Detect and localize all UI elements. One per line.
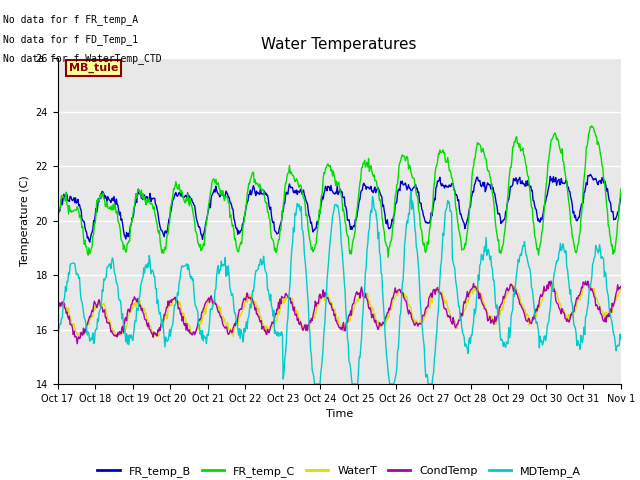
- FR_temp_B: [54, 219, 61, 225]
- FR_temp_C: [408, 175, 416, 181]
- FR_temp_C: [209, 177, 216, 183]
- FR_temp_C: [64, 203, 72, 208]
- FR_temp_B: [86, 239, 93, 245]
- MDTemp_A: [617, 336, 625, 342]
- CondTemp: [54, 306, 61, 312]
- WaterT: [210, 299, 218, 305]
- Line: FR_temp_C: FR_temp_C: [58, 126, 621, 257]
- FR_temp_C: [588, 123, 596, 129]
- CondTemp: [180, 321, 188, 326]
- MDTemp_A: [410, 202, 417, 208]
- MDTemp_A: [122, 339, 129, 345]
- WaterT: [64, 309, 72, 315]
- MDTemp_A: [209, 302, 216, 308]
- X-axis label: Time: Time: [326, 409, 353, 419]
- MDTemp_A: [179, 264, 187, 270]
- FR_temp_B: [64, 197, 72, 203]
- WaterT: [617, 284, 625, 289]
- FR_temp_B: [123, 229, 131, 235]
- WaterT: [123, 324, 131, 329]
- CondTemp: [74, 341, 81, 347]
- Text: No data for f WaterTemp_CTD: No data for f WaterTemp_CTD: [3, 53, 162, 64]
- FR_temp_B: [617, 194, 625, 200]
- Line: CondTemp: CondTemp: [58, 281, 621, 344]
- FR_temp_B: [425, 220, 433, 226]
- Legend: FR_temp_B, FR_temp_C, WaterT, CondTemp, MDTemp_A: FR_temp_B, FR_temp_C, WaterT, CondTemp, …: [93, 461, 586, 480]
- CondTemp: [617, 283, 625, 289]
- CondTemp: [210, 300, 218, 306]
- FR_temp_B: [408, 186, 416, 192]
- Text: No data for f FD_Temp_1: No data for f FD_Temp_1: [3, 34, 138, 45]
- FR_temp_C: [384, 254, 392, 260]
- MDTemp_A: [426, 381, 433, 387]
- Title: Water Temperatures: Water Temperatures: [262, 37, 417, 52]
- WaterT: [54, 311, 61, 316]
- FR_temp_C: [617, 186, 625, 192]
- Line: WaterT: WaterT: [58, 282, 621, 338]
- MDTemp_A: [310, 381, 318, 387]
- CondTemp: [123, 318, 131, 324]
- MDTemp_A: [64, 279, 72, 285]
- WaterT: [180, 310, 188, 316]
- FR_temp_B: [180, 195, 188, 201]
- MDTemp_A: [54, 327, 61, 333]
- WaterT: [408, 314, 416, 320]
- Line: MDTemp_A: MDTemp_A: [58, 191, 621, 384]
- FR_temp_C: [122, 250, 129, 255]
- FR_temp_B: [210, 189, 218, 195]
- WaterT: [113, 335, 121, 341]
- MDTemp_A: [407, 188, 415, 194]
- WaterT: [425, 300, 433, 306]
- FR_temp_B: [586, 171, 594, 177]
- FR_temp_C: [179, 194, 187, 200]
- Text: MB_tule: MB_tule: [69, 62, 118, 73]
- Text: No data for f FR_temp_A: No data for f FR_temp_A: [3, 14, 138, 25]
- FR_temp_C: [54, 215, 61, 220]
- CondTemp: [408, 317, 416, 323]
- WaterT: [546, 279, 554, 285]
- Line: FR_temp_B: FR_temp_B: [58, 174, 621, 242]
- FR_temp_C: [425, 234, 433, 240]
- CondTemp: [425, 295, 433, 300]
- Y-axis label: Temperature (C): Temperature (C): [20, 175, 30, 266]
- CondTemp: [64, 313, 72, 319]
- CondTemp: [547, 278, 555, 284]
